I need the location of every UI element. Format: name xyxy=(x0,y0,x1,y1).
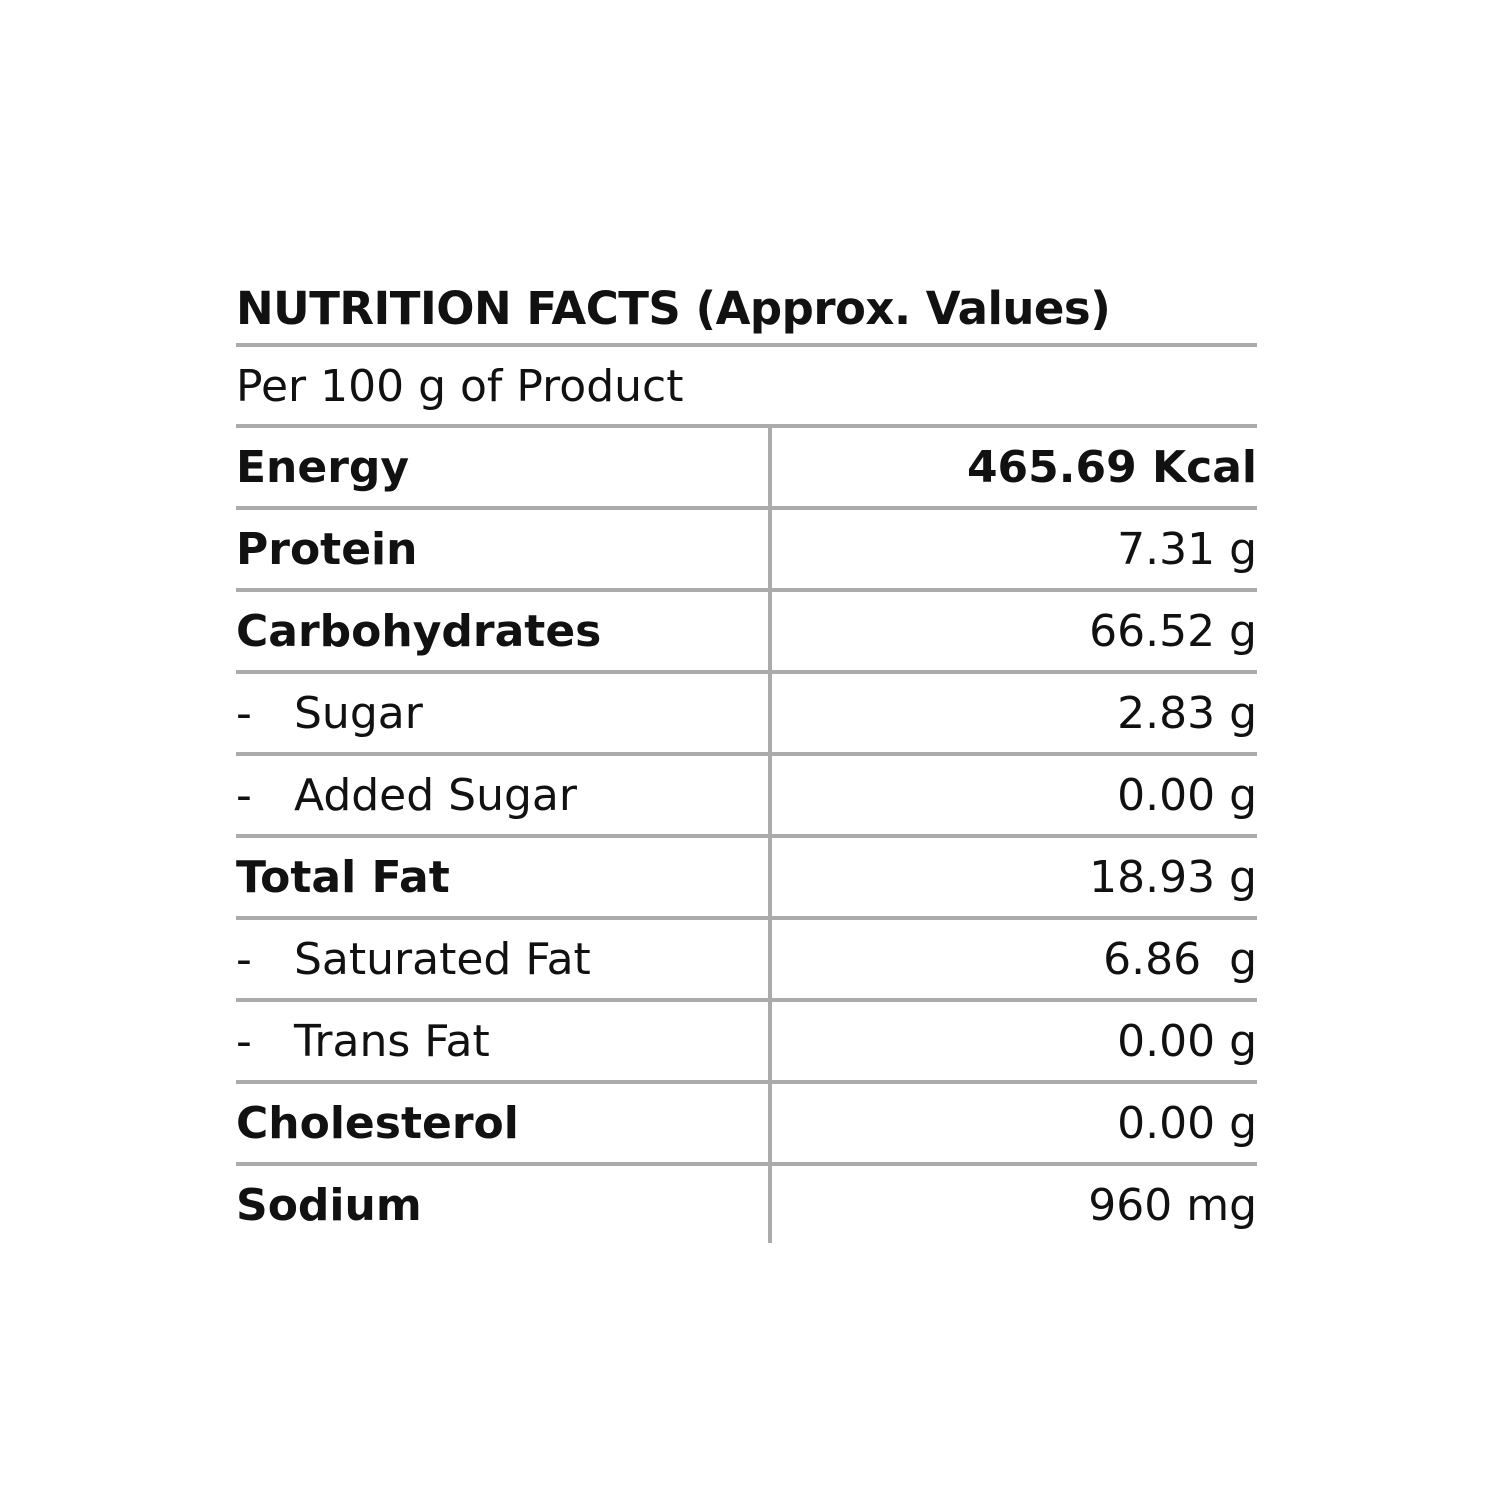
nutrient-name: Sugar xyxy=(294,687,423,739)
nutrient-name: Added Sugar xyxy=(294,769,577,821)
nutrient-name: Carbohydrates xyxy=(236,605,602,657)
sub-item-dash: - xyxy=(236,1015,252,1067)
table-row-added-sugar: - Added Sugar 0.00 g xyxy=(236,756,1257,834)
row-divider xyxy=(236,916,1257,920)
row-divider xyxy=(236,752,1257,756)
nutrient-label: Total Fat xyxy=(236,852,768,903)
row-divider xyxy=(236,670,1257,674)
nutrient-value: 7.31 g xyxy=(1117,523,1257,575)
row-divider xyxy=(236,588,1257,592)
table-row-sodium: Sodium 960 mg xyxy=(236,1166,1257,1244)
nutrient-value: 6.86 g xyxy=(1103,933,1257,985)
nutrient-label: Sodium xyxy=(236,1180,768,1231)
nutrient-name: Saturated Fat xyxy=(294,933,591,985)
title-divider xyxy=(236,343,1257,347)
subtitle-divider xyxy=(236,424,1257,428)
row-divider xyxy=(236,506,1257,510)
nutrient-label: - Added Sugar xyxy=(236,770,768,821)
table-row-carbohydrates: Carbohydrates 66.52 g xyxy=(236,592,1257,670)
nutrient-label: Cholesterol xyxy=(236,1098,768,1149)
nutrient-value: 0.00 g xyxy=(1117,769,1257,821)
nutrient-label: Protein xyxy=(236,524,768,575)
sub-item-dash: - xyxy=(236,769,252,821)
nutrient-value: 66.52 g xyxy=(1089,605,1257,657)
table-row-energy: Energy 465.69 Kcal xyxy=(236,428,1257,506)
nutrient-value: 0.00 g xyxy=(1117,1015,1257,1067)
nutrient-label: - Trans Fat xyxy=(236,1016,768,1067)
table-row-sugar: - Sugar 2.83 g xyxy=(236,674,1257,752)
serving-basis: Per 100 g of Product xyxy=(236,361,684,412)
column-divider xyxy=(768,428,772,1243)
table-row-cholesterol: Cholesterol 0.00 g xyxy=(236,1084,1257,1162)
table-row-total-fat: Total Fat 18.93 g xyxy=(236,838,1257,916)
nutrient-name: Energy xyxy=(236,441,410,493)
nutrient-name: Total Fat xyxy=(236,851,450,903)
row-divider xyxy=(236,998,1257,1002)
nutrition-facts-panel: NUTRITION FACTS (Approx. Values) Per 100… xyxy=(236,278,1257,1244)
row-divider xyxy=(236,834,1257,838)
nutrient-value: 2.83 g xyxy=(1117,687,1257,739)
sub-item-dash: - xyxy=(236,687,252,739)
nutrient-value: 0.00 g xyxy=(1117,1097,1257,1149)
nutrient-label: Energy xyxy=(236,442,768,493)
table-row-saturated-fat: - Saturated Fat 6.86 g xyxy=(236,920,1257,998)
sub-item-dash: - xyxy=(236,933,252,985)
nutrient-name: Trans Fat xyxy=(294,1015,490,1067)
row-divider xyxy=(236,1080,1257,1084)
nutrition-table: Energy 465.69 Kcal Protein 7.31 g Carboh… xyxy=(236,428,1257,1244)
row-divider xyxy=(236,1162,1257,1166)
nutrient-value: 960 mg xyxy=(1088,1179,1257,1231)
nutrient-name: Cholesterol xyxy=(236,1097,519,1149)
table-row-trans-fat: - Trans Fat 0.00 g xyxy=(236,1002,1257,1080)
nutrient-label: Carbohydrates xyxy=(236,606,768,657)
nutrient-value: 465.69 Kcal xyxy=(966,441,1257,493)
nutrient-label: - Saturated Fat xyxy=(236,934,768,985)
nutrient-value: 18.93 g xyxy=(1089,851,1257,903)
nutrition-title: NUTRITION FACTS (Approx. Values) xyxy=(236,282,1111,335)
nutrient-name: Protein xyxy=(236,523,418,575)
nutrient-name: Sodium xyxy=(236,1179,422,1231)
nutrient-label: - Sugar xyxy=(236,688,768,739)
table-row-protein: Protein 7.31 g xyxy=(236,510,1257,588)
